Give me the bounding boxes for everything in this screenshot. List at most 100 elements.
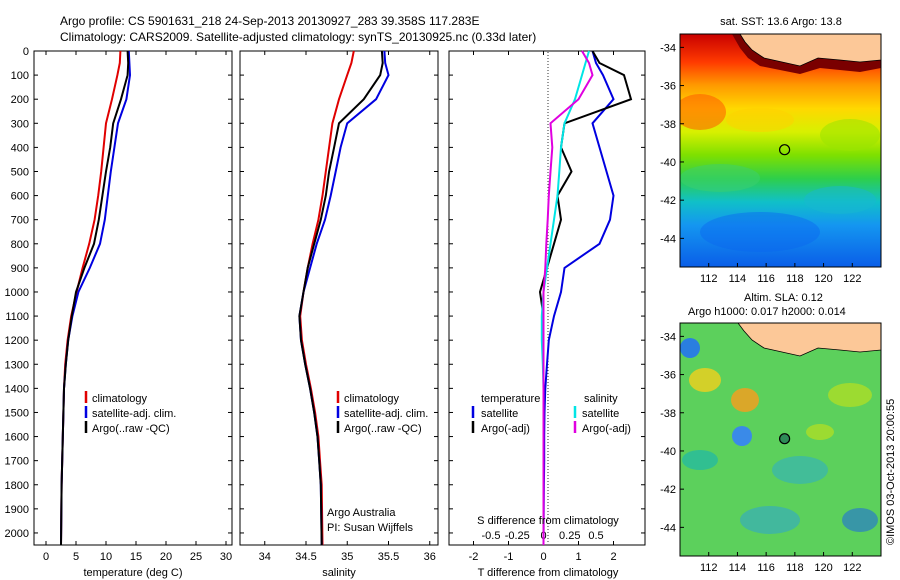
- temperature-profile-lines: [60, 50, 132, 546]
- temperature-axis-ticks: 0 5 10 15 20 25 30: [34, 50, 232, 563]
- profile-line-argo-raw-qc: [298, 50, 384, 546]
- temperature-legend: climatology satellite-adj. clim. Argo(..…: [84, 391, 176, 435]
- sst-map-axes: 112 114 116 118 120 122 -34 -36 -38 -40 -42 -44: [660, 42, 861, 285]
- legend-label-climatology: climatology: [92, 393, 148, 405]
- salinity-plot-frame: [239, 50, 439, 546]
- x-tick-label: -1: [504, 551, 514, 563]
- depth-label: 800: [11, 239, 29, 251]
- s-tick-label: -0.5: [482, 530, 501, 542]
- x-tick-label: 36: [424, 551, 436, 563]
- depth-label: 1100: [5, 311, 29, 323]
- x-tick-label: 1: [575, 551, 581, 563]
- s-tick-label: -0.25: [505, 530, 530, 542]
- x-tick-label: 34.5: [295, 551, 316, 563]
- depth-label: 1500: [5, 407, 29, 419]
- difference-plot-frame: [448, 50, 646, 546]
- legend-header-temperature: temperature: [481, 393, 540, 405]
- lat-tick-label: -38: [660, 408, 676, 420]
- x-tick-label: 15: [130, 551, 142, 563]
- s-tick-label: 0.25: [559, 530, 580, 542]
- sla-map-axes: 112 114 116 118 120 122 -34 -36 -38 -40 -42 -44: [660, 331, 861, 574]
- salinity-profile-lines: [298, 50, 390, 546]
- depth-label: 1000: [5, 287, 29, 299]
- x-tick-label: 35.5: [378, 551, 399, 563]
- credit-line-1: Argo Australia: [327, 507, 396, 519]
- lon-tick-label: 112: [700, 562, 718, 574]
- depth-axis-labels: 0 100 200 300 400 500 600 700 800 900 1000 1100 1200…: [5, 46, 29, 540]
- x-tick-label: 30: [220, 551, 232, 563]
- sst-texture: [680, 34, 881, 252]
- lon-tick-label: 120: [814, 273, 832, 285]
- lon-tick-label: 120: [814, 562, 832, 574]
- x-tick-label: 25: [190, 551, 202, 563]
- x-tick-label: 0: [43, 551, 49, 563]
- depth-label: 100: [11, 70, 29, 82]
- salinity-x-label: salinity: [322, 567, 356, 579]
- x-tick-label: 5: [73, 551, 79, 563]
- lat-tick-label: -34: [660, 42, 676, 54]
- legend-header-salinity: salinity: [584, 393, 618, 405]
- lat-tick-label: -40: [660, 157, 676, 169]
- lat-tick-label: -44: [660, 522, 676, 534]
- figure-title-line1: Argo profile: CS 5901631_218 24-Sep-2013…: [60, 14, 479, 28]
- lon-tick-label: 122: [843, 562, 861, 574]
- depth-label: 1300: [5, 359, 29, 371]
- legend-label-argo: Argo(..raw -QC): [92, 423, 170, 435]
- salinity-legend: climatology satellite-adj. clim. Argo(..…: [336, 391, 428, 435]
- salinity-panel: 34 34.5 35 35.5 36 climatology satellite-adj…: [239, 50, 439, 579]
- lat-tick-label: -36: [660, 370, 676, 382]
- credit-line-2: PI: Susan Wijffels: [327, 522, 413, 534]
- figure-title-line2: Climatology: CARS2009. Satellite-adjuste…: [60, 30, 536, 44]
- legend-label-satellite: satellite-adj. clim.: [344, 408, 428, 420]
- x-tick-label: -2: [469, 551, 479, 563]
- lon-tick-label: 118: [786, 562, 804, 574]
- depth-label: 1400: [5, 383, 29, 395]
- lat-tick-label: -42: [660, 195, 676, 207]
- depth-label: 600: [11, 191, 29, 203]
- sla-map-title: Altim. SLA: 0.12: [744, 292, 823, 304]
- lon-tick-label: 122: [843, 273, 861, 285]
- depth-label: 200: [11, 94, 29, 106]
- salinity-difference-label: S difference from climatology: [477, 515, 619, 527]
- lon-tick-label: 116: [757, 273, 775, 285]
- difference-profile-lines: [538, 50, 633, 546]
- x-tick-label: 0: [540, 551, 546, 563]
- legend-label-s-argo: Argo(-adj): [582, 423, 631, 435]
- lon-tick-label: 112: [700, 273, 718, 285]
- depth-label: 1800: [5, 480, 29, 492]
- sla-map-panel: Altim. SLA: 0.12 Argo h1000: 0.017 h2000…: [660, 292, 882, 574]
- lat-tick-label: -34: [660, 331, 676, 343]
- float-position-marker: [778, 144, 791, 156]
- legend-label-argo: Argo(..raw -QC): [344, 423, 422, 435]
- temperature-x-label: temperature (deg C): [83, 567, 182, 579]
- lat-tick-label: -36: [660, 81, 676, 93]
- depth-label: 500: [11, 166, 29, 178]
- legend-label-t-argo: Argo(-adj): [481, 423, 530, 435]
- sla-map-frame: [679, 322, 882, 557]
- x-tick-label: 34: [259, 551, 271, 563]
- salinity-axis-ticks: 34 34.5 35 35.5 36: [240, 50, 438, 563]
- imos-credit: ©IMOS 03-Oct-2013 20:00:55: [885, 399, 897, 545]
- lat-tick-label: -42: [660, 484, 676, 496]
- temperature-difference-label: T difference from climatology: [478, 567, 619, 579]
- x-tick-label: 2: [610, 551, 616, 563]
- depth-label: 0: [23, 46, 29, 58]
- depth-label: 1900: [5, 504, 29, 516]
- depth-label: 400: [11, 142, 29, 154]
- depth-label: 700: [11, 215, 29, 227]
- depth-label: 1600: [5, 432, 29, 444]
- legend-label-s-satellite: satellite: [582, 408, 619, 420]
- legend-label-climatology: climatology: [344, 393, 400, 405]
- sst-map-title: sat. SST: 13.6 Argo: 13.8: [720, 16, 842, 28]
- s-tick-label: 0.5: [588, 530, 603, 542]
- float-position-marker: [778, 433, 791, 445]
- legend-label-satellite: satellite-adj. clim.: [92, 408, 176, 420]
- lat-tick-label: -38: [660, 119, 676, 131]
- difference-panel: -2 -1 0 1 2-0.5 -0.25 0 0.25 0.5 temperature sat…: [448, 50, 646, 579]
- depth-label: 2000: [5, 528, 29, 540]
- temperature-plot-frame: [33, 50, 233, 546]
- lat-tick-label: -44: [660, 233, 676, 245]
- sst-map-frame: [679, 33, 882, 268]
- lon-tick-label: 118: [786, 273, 804, 285]
